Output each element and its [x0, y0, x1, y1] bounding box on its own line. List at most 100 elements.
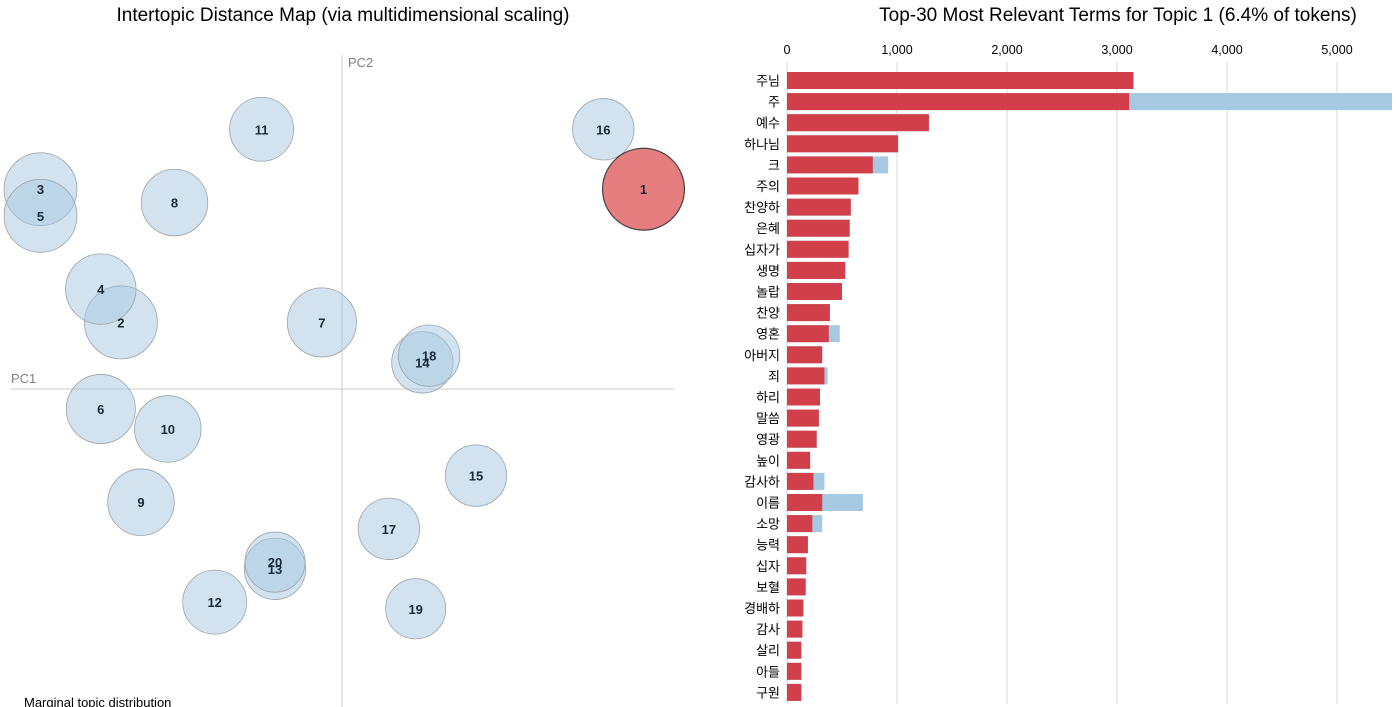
term-label[interactable]: 주의 [756, 180, 780, 195]
term-label[interactable]: 놀랍 [756, 286, 780, 301]
topic-frequency-bar[interactable] [787, 304, 830, 322]
term-label[interactable]: 찬양 [756, 307, 780, 322]
term-label[interactable]: 영혼 [756, 328, 780, 343]
topic-frequency-bar[interactable] [787, 219, 850, 237]
topic-bubble-10[interactable] [134, 395, 202, 463]
topic-bubble-8[interactable] [140, 168, 209, 237]
topic-label-19[interactable]: 19 [408, 602, 422, 617]
topic-bubble-18[interactable] [397, 324, 461, 387]
topic-frequency-bar[interactable] [787, 662, 802, 680]
topic-frequency-bar[interactable] [787, 325, 829, 343]
term-label[interactable]: 주 [768, 96, 780, 111]
topic-label-1[interactable]: 1 [640, 182, 647, 197]
topic-bubble-15[interactable] [444, 444, 508, 507]
term-label[interactable]: 하리 [756, 391, 780, 406]
term-label[interactable]: 죄 [768, 370, 780, 385]
term-label[interactable]: 하나님 [744, 138, 780, 153]
topic-frequency-bar[interactable] [787, 515, 813, 533]
topic-label-20[interactable]: 20 [268, 555, 282, 570]
topic-label-4[interactable]: 4 [97, 282, 105, 297]
topic-bubble-7[interactable] [286, 287, 357, 358]
topic-frequency-bar[interactable] [787, 620, 803, 638]
topic-frequency-bar[interactable] [787, 578, 806, 596]
topic-frequency-bar[interactable] [787, 283, 842, 300]
topic-label-6[interactable]: 6 [97, 402, 104, 417]
term-label[interactable]: 구원 [756, 686, 780, 701]
topic-bubble-1[interactable] [601, 147, 686, 231]
topic-bubble-5[interactable] [3, 178, 78, 253]
term-label[interactable]: 말씀 [756, 412, 780, 427]
topic-frequency-bar[interactable] [787, 135, 899, 153]
topic-label-2[interactable]: 2 [117, 315, 124, 330]
topic-frequency-bar[interactable] [787, 683, 802, 701]
term-label[interactable]: 크 [768, 159, 780, 174]
topic-bubble-19[interactable] [385, 578, 447, 640]
topic-frequency-bar[interactable] [787, 346, 823, 364]
topic-frequency-bar[interactable] [787, 557, 807, 575]
topic-frequency-bar[interactable] [787, 367, 825, 385]
topic-frequency-bar[interactable] [787, 72, 1134, 89]
topic-label-17[interactable]: 17 [382, 522, 396, 537]
topic-frequency-bar[interactable] [787, 536, 808, 554]
term-label[interactable]: 능력 [756, 539, 780, 554]
term-label[interactable]: 이름 [756, 497, 780, 512]
topic-frequency-bar[interactable] [787, 494, 823, 511]
term-label[interactable]: 보혈 [756, 581, 780, 596]
term-label[interactable]: 영광 [756, 433, 780, 448]
term-label[interactable]: 감사하 [744, 475, 780, 490]
term-label[interactable]: 예수 [756, 117, 780, 132]
topic-label-7[interactable]: 7 [318, 315, 325, 330]
topic-frequency-bar[interactable] [787, 409, 819, 427]
topic-label-16[interactable]: 16 [596, 122, 610, 137]
term-label[interactable]: 찬양하 [744, 201, 780, 216]
term-label[interactable]: 은혜 [756, 222, 780, 237]
topic-label-14[interactable]: 14 [415, 355, 430, 370]
topic-label-8[interactable]: 8 [171, 196, 178, 211]
topic-label-12[interactable]: 12 [207, 595, 221, 610]
topic-frequency-bar[interactable] [787, 388, 820, 406]
topic-frequency-bar[interactable] [787, 93, 1130, 111]
term-label[interactable]: 소망 [756, 518, 780, 533]
topic-label-9[interactable]: 9 [137, 495, 144, 510]
topic-label-15[interactable]: 15 [469, 469, 483, 484]
topic-frequency-bar[interactable] [787, 156, 873, 174]
topic-label-5[interactable]: 5 [37, 209, 44, 224]
term-label[interactable]: 아들 [756, 665, 780, 680]
term-label[interactable]: 주님 [756, 75, 780, 90]
term-label[interactable]: 높이 [756, 454, 780, 469]
topic-frequency-bar[interactable] [787, 240, 849, 258]
topic-label-10[interactable]: 10 [161, 422, 175, 437]
topic-label-11[interactable]: 11 [255, 122, 269, 137]
topic-bubble-17[interactable] [357, 497, 421, 560]
topic-bubble-6[interactable] [65, 374, 136, 444]
topic-bubble-12[interactable] [182, 569, 248, 635]
term-label[interactable]: 생명 [756, 264, 780, 279]
topic-frequency-bar[interactable] [787, 451, 811, 469]
topic-label-13[interactable]: 13 [268, 562, 282, 577]
topic-frequency-bar[interactable] [787, 641, 802, 659]
topic-bubble-9[interactable] [107, 468, 175, 536]
topic-bubble-16[interactable] [572, 98, 635, 161]
term-bars[interactable] [787, 72, 1392, 701]
topic-frequency-bar[interactable] [787, 472, 814, 490]
topic-frequency-bar[interactable] [787, 599, 804, 617]
topic-bubble-11[interactable] [229, 96, 295, 162]
term-label[interactable]: 감사 [756, 623, 780, 638]
topic-frequency-bar[interactable] [787, 261, 846, 279]
term-label[interactable]: 십자가 [744, 243, 780, 258]
topic-bubble-4[interactable] [65, 253, 137, 325]
topic-frequency-bar[interactable] [787, 430, 817, 448]
topic-label-3[interactable]: 3 [37, 182, 44, 197]
term-label[interactable]: 십자 [756, 560, 780, 575]
topic-bubble-20[interactable] [244, 531, 306, 593]
topic-frequency-bar[interactable] [787, 114, 929, 132]
marginal-topic-distribution-label: Marginal topic distribution [24, 695, 171, 707]
term-label[interactable]: 아버지 [744, 349, 780, 364]
term-label[interactable]: 경배하 [744, 602, 780, 617]
term-label[interactable]: 살리 [756, 644, 780, 659]
topic-label-18[interactable]: 18 [422, 349, 436, 364]
term-labels[interactable]: 주님주예수하나님크주의찬양하은혜십자가생명놀랍찬양영혼아버지죄하리말씀영광높이감… [744, 75, 780, 702]
topic-frequency-bar[interactable] [787, 177, 859, 195]
topic-frequency-bar[interactable] [787, 198, 851, 216]
